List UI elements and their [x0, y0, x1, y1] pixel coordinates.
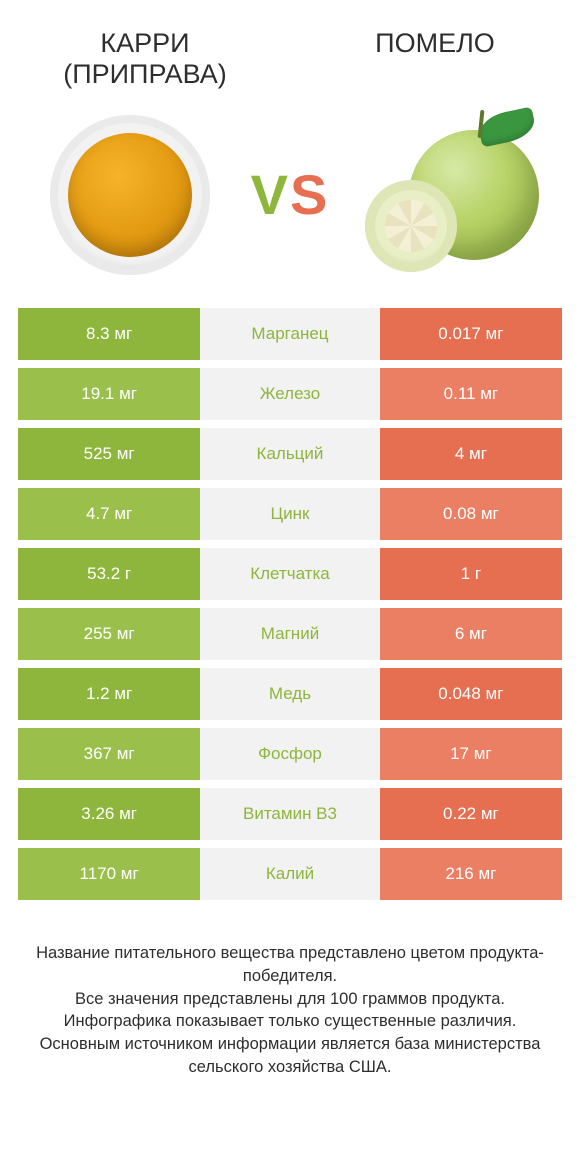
- infographic-root: КАРРИ (ПРИПРАВА) ПОМЕЛО V S 8.3 мгМарган…: [0, 0, 580, 1079]
- cell-left-value: 8.3 мг: [18, 308, 200, 360]
- cell-left-value: 1.2 мг: [18, 668, 200, 720]
- cell-right-value: 1 г: [380, 548, 562, 600]
- cell-left-value: 4.7 мг: [18, 488, 200, 540]
- vs-label: V S: [251, 167, 330, 223]
- table-row: 367 мгФосфор17 мг: [18, 728, 562, 780]
- cell-nutrient-name: Клетчатка: [200, 548, 380, 600]
- cell-right-value: 216 мг: [380, 848, 562, 900]
- cell-right-value: 4 мг: [380, 428, 562, 480]
- cell-nutrient-name: Цинк: [200, 488, 380, 540]
- cell-left-value: 367 мг: [18, 728, 200, 780]
- footer-line-1: Название питательного вещества представл…: [22, 942, 558, 988]
- product-images-row: V S: [0, 90, 580, 308]
- cell-nutrient-name: Калий: [200, 848, 380, 900]
- table-row: 525 мгКальций4 мг: [18, 428, 562, 480]
- cell-right-value: 17 мг: [380, 728, 562, 780]
- table-row: 8.3 мгМарганец0.017 мг: [18, 308, 562, 360]
- table-row: 255 мгМагний6 мг: [18, 608, 562, 660]
- cell-right-value: 6 мг: [380, 608, 562, 660]
- cell-left-value: 19.1 мг: [18, 368, 200, 420]
- pomelo-icon: [355, 110, 545, 280]
- footer-line-3: Инфографика показывает только существенн…: [22, 1010, 558, 1033]
- cell-left-value: 3.26 мг: [18, 788, 200, 840]
- title-left-line1: КАРРИ: [0, 28, 290, 59]
- cell-right-value: 0.048 мг: [380, 668, 562, 720]
- cell-nutrient-name: Фосфор: [200, 728, 380, 780]
- vs-s: S: [290, 167, 329, 223]
- cell-left-value: 255 мг: [18, 608, 200, 660]
- footer-line-4: Основным источником информации является …: [22, 1033, 558, 1079]
- table-row: 4.7 мгЦинк0.08 мг: [18, 488, 562, 540]
- title-right-line1: ПОМЕЛО: [290, 28, 580, 59]
- curry-icon: [50, 115, 210, 275]
- cell-left-value: 525 мг: [18, 428, 200, 480]
- footer-line-2: Все значения представлены для 100 граммо…: [22, 988, 558, 1011]
- cell-left-value: 53.2 г: [18, 548, 200, 600]
- cell-nutrient-name: Витамин B3: [200, 788, 380, 840]
- cell-right-value: 0.22 мг: [380, 788, 562, 840]
- table-row: 19.1 мгЖелезо0.11 мг: [18, 368, 562, 420]
- table-row: 1170 мгКалий216 мг: [18, 848, 562, 900]
- cell-nutrient-name: Железо: [200, 368, 380, 420]
- product-right: [350, 110, 550, 280]
- vs-v: V: [251, 167, 290, 223]
- title-right: ПОМЕЛО: [290, 28, 580, 90]
- title-left: КАРРИ (ПРИПРАВА): [0, 28, 290, 90]
- cell-nutrient-name: Марганец: [200, 308, 380, 360]
- cell-nutrient-name: Медь: [200, 668, 380, 720]
- cell-left-value: 1170 мг: [18, 848, 200, 900]
- table-row: 53.2 гКлетчатка1 г: [18, 548, 562, 600]
- cell-right-value: 0.11 мг: [380, 368, 562, 420]
- comparison-table: 8.3 мгМарганец0.017 мг 19.1 мгЖелезо0.11 …: [0, 308, 580, 900]
- product-left: [30, 115, 230, 275]
- cell-right-value: 0.08 мг: [380, 488, 562, 540]
- cell-nutrient-name: Магний: [200, 608, 380, 660]
- table-row: 3.26 мгВитамин B30.22 мг: [18, 788, 562, 840]
- footer-notes: Название питательного вещества представл…: [0, 908, 580, 1079]
- titles-row: КАРРИ (ПРИПРАВА) ПОМЕЛО: [0, 0, 580, 90]
- cell-right-value: 0.017 мг: [380, 308, 562, 360]
- table-row: 1.2 мгМедь0.048 мг: [18, 668, 562, 720]
- title-left-line2: (ПРИПРАВА): [0, 59, 290, 90]
- cell-nutrient-name: Кальций: [200, 428, 380, 480]
